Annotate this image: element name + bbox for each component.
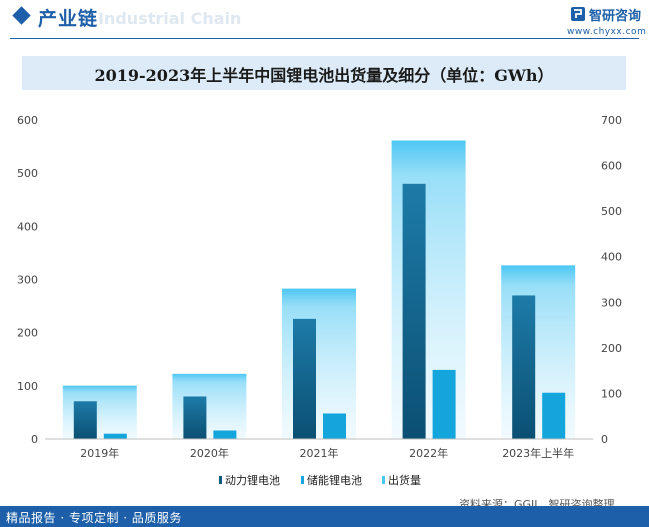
y-right-tick-label: 100 — [601, 387, 622, 400]
y-right-tick-label: 400 — [601, 251, 622, 264]
y-left-tick-label: 400 — [17, 220, 38, 233]
y-left-tick-label: 500 — [17, 167, 38, 180]
y-right-tick-label: 0 — [601, 433, 608, 446]
power-battery-bar — [73, 401, 97, 439]
y-left-tick-label: 600 — [17, 114, 38, 127]
chart-title: 2019-2023年上半年中国锂电池出货量及细分（单位：GWh） — [94, 66, 554, 85]
legend-label-power: 动力锂电池 — [225, 474, 280, 487]
header: 产业链 Industrial Chain 智研咨询 www.chyxx.com — [0, 0, 649, 40]
storage-battery-bar — [323, 413, 346, 439]
diamond-icon — [12, 6, 31, 25]
legend-swatch-storage — [301, 476, 304, 484]
legend-item-shipment: 出货量 — [382, 472, 421, 488]
legend-item-power: 动力锂电池 — [219, 472, 280, 488]
axes: 0 100 200 300 400 500 600 0 100 200 300 400 500 600 70… — [17, 114, 622, 460]
y-right-tick-label: 500 — [601, 205, 622, 218]
x-tick-label: 2023年上半年 — [502, 446, 574, 460]
x-tick-label: 2021年 — [300, 446, 339, 460]
storage-battery-bar — [432, 369, 456, 439]
x-tick-label: 2020年 — [190, 446, 229, 460]
storage-battery-bar — [542, 392, 566, 439]
storage-battery-bar — [103, 433, 127, 439]
y-right-tick-label: 200 — [601, 342, 622, 355]
brand-name: 智研咨询 — [589, 9, 642, 24]
legend: 动力锂电池 储能锂电池 出货量 — [0, 472, 649, 488]
y-right-tick-label: 600 — [601, 160, 622, 173]
y-left-tick-label: 200 — [17, 327, 38, 340]
y-right-tick-label: 700 — [601, 114, 622, 127]
header-divider — [10, 38, 639, 39]
y-left-tick-label: 100 — [17, 380, 38, 393]
x-tick-label: 2022年 — [409, 446, 448, 460]
brand-url[interactable]: www.chyxx.com — [567, 27, 647, 37]
footer-text: 精品报告 · 专项定制 · 品质服务 — [6, 511, 182, 525]
footer-band: 精品报告 · 专项定制 · 品质服务 — [0, 506, 649, 527]
y-left-tick-label: 0 — [31, 433, 38, 446]
legend-item-storage: 储能锂电池 — [301, 472, 362, 488]
header-watermark-text: Industrial Chain — [98, 9, 242, 28]
power-battery-bar — [183, 396, 207, 439]
segment-bars — [73, 183, 566, 439]
y-right-tick-label: 300 — [601, 296, 622, 309]
legend-swatch-power — [219, 476, 222, 484]
storage-battery-bar — [213, 430, 237, 439]
power-battery-bar — [293, 318, 316, 439]
bar-chart: 0 100 200 300 400 500 600 0 100 200 300 400 500 600 70… — [17, 114, 622, 460]
power-battery-bar — [512, 295, 536, 439]
section-title: 产业链 — [38, 8, 99, 30]
legend-label-shipment: 出货量 — [388, 474, 421, 487]
chart-title-band: 2019-2023年上半年中国锂电池出货量及细分（单位：GWh） — [22, 56, 626, 90]
power-battery-bar — [402, 183, 426, 439]
x-tick-label: 2019年 — [80, 446, 119, 460]
y-left-tick-label: 300 — [17, 274, 38, 287]
shipment-bars — [62, 140, 576, 439]
legend-label-storage: 储能锂电池 — [307, 474, 362, 487]
legend-swatch-shipment — [382, 476, 385, 484]
brand-logo-icon — [571, 7, 585, 21]
